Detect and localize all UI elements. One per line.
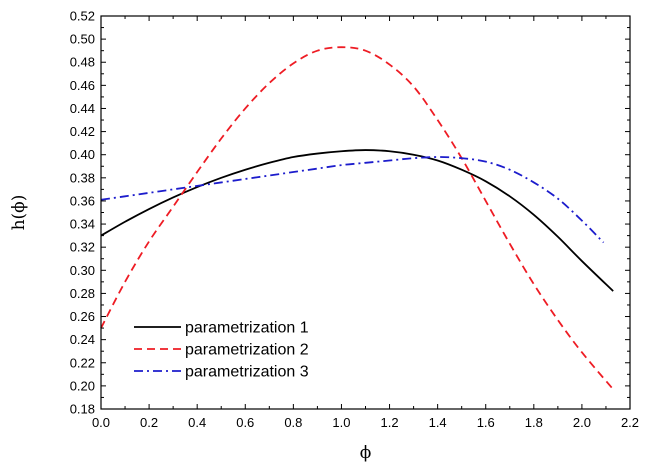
x-tick-label: 0.0 bbox=[92, 415, 110, 430]
y-tick-label: 0.52 bbox=[70, 9, 95, 24]
x-tick-label: 1.0 bbox=[332, 415, 350, 430]
legend: parametrization 1 parametrization 2 parame… bbox=[134, 320, 309, 381]
x-tick-label: 0.6 bbox=[236, 415, 254, 430]
x-tick-label: 1.4 bbox=[429, 415, 447, 430]
x-tick-label: 2.2 bbox=[621, 415, 639, 430]
legend-label-2: parametrization 2 bbox=[185, 342, 309, 359]
y-tick-label: 0.50 bbox=[70, 32, 95, 47]
y-tick-label: 0.34 bbox=[70, 217, 95, 232]
x-tick-label: 1.8 bbox=[525, 415, 543, 430]
y-tick-label: 0.38 bbox=[70, 170, 95, 185]
y-tick-label: 0.22 bbox=[70, 355, 95, 370]
legend-label-3: parametrization 3 bbox=[185, 364, 309, 381]
y-tick-label: 0.42 bbox=[70, 124, 95, 139]
y-tick-label: 0.48 bbox=[70, 55, 95, 70]
ticks-layer: 0.0 0.2 0.4 0.6 0.8 1.0 1.2 1.4 1.6 1.8 2.0 2.2 0.18… bbox=[70, 9, 639, 431]
y-tick-label: 0.26 bbox=[70, 309, 95, 324]
y-tick-label: 0.18 bbox=[70, 402, 95, 417]
series-line-2 bbox=[100, 46, 614, 390]
series-line-1 bbox=[100, 149, 614, 292]
y-tick-label: 0.24 bbox=[70, 332, 95, 347]
series-layer bbox=[100, 46, 614, 390]
legend-label-1: parametrization 1 bbox=[185, 320, 309, 337]
series-line-3 bbox=[100, 156, 605, 244]
x-tick-label: 0.4 bbox=[188, 415, 206, 430]
y-axis-title: h(ϕ) bbox=[9, 195, 29, 231]
y-tick-label: 0.30 bbox=[70, 263, 95, 278]
y-tick-label: 0.20 bbox=[70, 378, 95, 393]
y-tick-label: 0.32 bbox=[70, 240, 95, 255]
y-tick-label: 0.40 bbox=[70, 147, 95, 162]
y-tick-label: 0.44 bbox=[70, 101, 95, 116]
y-tick-label: 0.28 bbox=[70, 286, 95, 301]
x-tick-label: 0.2 bbox=[140, 415, 158, 430]
x-tick-label: 0.8 bbox=[284, 415, 302, 430]
plot-frame bbox=[100, 15, 631, 410]
x-tick-label: 2.0 bbox=[573, 415, 591, 430]
x-axis-title: ϕ bbox=[360, 443, 372, 463]
x-tick-label: 1.6 bbox=[477, 415, 495, 430]
y-tick-label: 0.36 bbox=[70, 193, 95, 208]
y-tick-label: 0.46 bbox=[70, 78, 95, 93]
x-tick-label: 1.2 bbox=[381, 415, 399, 430]
